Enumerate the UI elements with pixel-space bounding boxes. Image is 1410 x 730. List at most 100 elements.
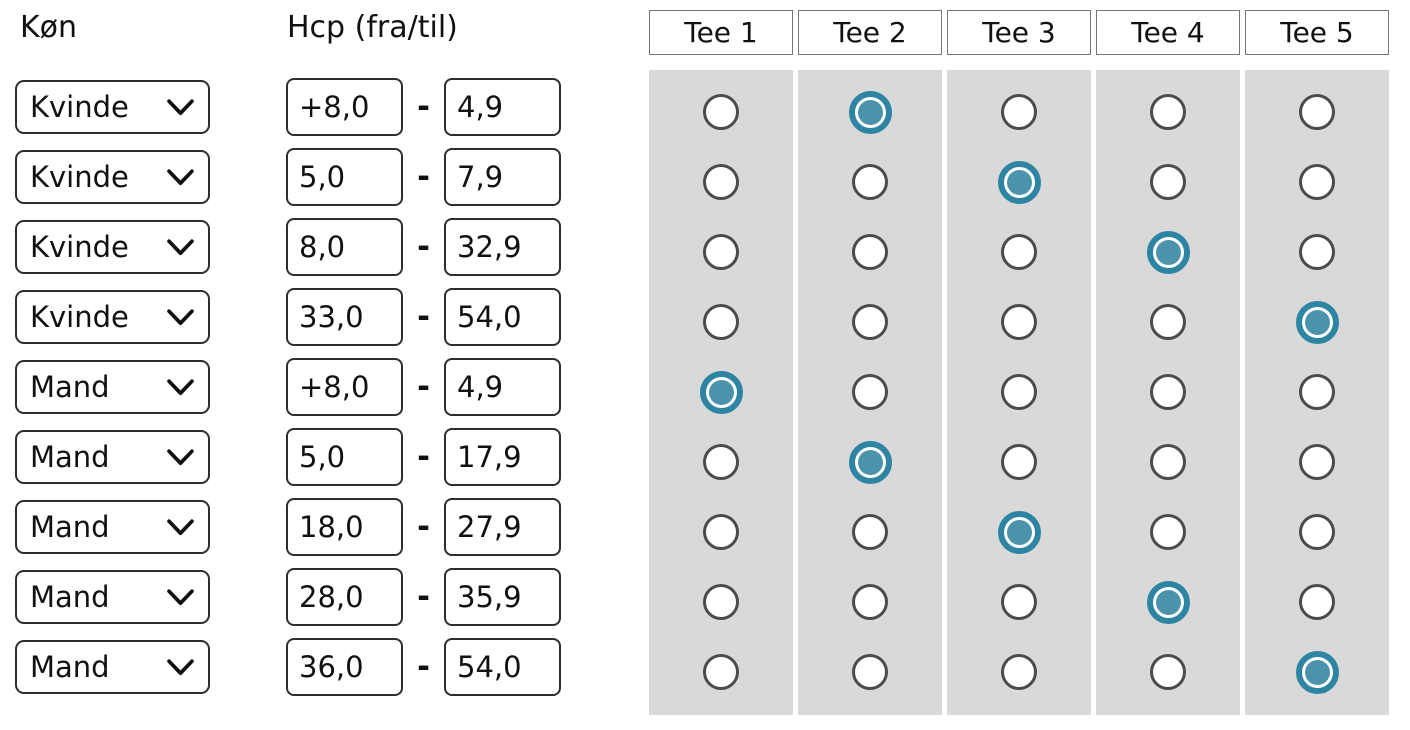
gender-select[interactable]: Mand bbox=[15, 500, 210, 554]
tee-radio[interactable] bbox=[703, 234, 739, 270]
tee-radio[interactable] bbox=[852, 234, 888, 270]
tee-radio[interactable] bbox=[852, 654, 888, 690]
hcp-range-row: - bbox=[286, 568, 561, 626]
tee-radio[interactable] bbox=[703, 164, 739, 200]
tee-radio[interactable] bbox=[1146, 230, 1190, 274]
hcp-from-input[interactable] bbox=[286, 358, 403, 416]
tee-radio[interactable] bbox=[703, 584, 739, 620]
tee-radio[interactable] bbox=[848, 440, 892, 484]
gender-select[interactable]: Kvinde bbox=[15, 80, 210, 134]
tee-radio[interactable] bbox=[1001, 234, 1037, 270]
hcp-range-separator: - bbox=[417, 299, 430, 335]
tee-column: Tee 5 bbox=[1245, 10, 1389, 715]
tee-radio-cell bbox=[947, 427, 1091, 497]
tee-radio[interactable] bbox=[1001, 584, 1037, 620]
tee-radio-cell bbox=[649, 77, 793, 147]
gender-select[interactable]: Kvinde bbox=[15, 150, 210, 204]
chevron-down-icon bbox=[167, 238, 194, 255]
gender-select[interactable]: Kvinde bbox=[15, 220, 210, 274]
gender-select[interactable]: Kvinde bbox=[15, 290, 210, 344]
tee-column-body bbox=[1245, 70, 1389, 715]
tee-radio[interactable] bbox=[1001, 444, 1037, 480]
hcp-range-row: - bbox=[286, 428, 561, 486]
tee-radio[interactable] bbox=[997, 510, 1041, 554]
hcp-from-input[interactable] bbox=[286, 428, 403, 486]
tee-radio[interactable] bbox=[1150, 444, 1186, 480]
gender-select[interactable]: Mand bbox=[15, 640, 210, 694]
hcp-from-input[interactable] bbox=[286, 568, 403, 626]
hcp-range-row: - bbox=[286, 638, 561, 696]
tee-radio[interactable] bbox=[1299, 584, 1335, 620]
hcp-to-input[interactable] bbox=[444, 148, 561, 206]
tee-radio[interactable] bbox=[1150, 514, 1186, 550]
hcp-from-input[interactable] bbox=[286, 148, 403, 206]
gender-select-value: Kvinde bbox=[30, 89, 129, 124]
tee-radio[interactable] bbox=[1299, 514, 1335, 550]
tee-radio[interactable] bbox=[852, 374, 888, 410]
hcp-to-input[interactable] bbox=[444, 428, 561, 486]
hcp-to-input[interactable] bbox=[444, 358, 561, 416]
tee-radio[interactable] bbox=[1001, 304, 1037, 340]
tee-radio[interactable] bbox=[1146, 580, 1190, 624]
tee-radio[interactable] bbox=[1150, 94, 1186, 130]
tee-radio[interactable] bbox=[1299, 94, 1335, 130]
tee-radio[interactable] bbox=[1299, 164, 1335, 200]
tee-radio-cell bbox=[798, 77, 942, 147]
tee-radio[interactable] bbox=[1001, 94, 1037, 130]
tee-radio[interactable] bbox=[1001, 374, 1037, 410]
tee-radio[interactable] bbox=[852, 584, 888, 620]
hcp-to-input[interactable] bbox=[444, 78, 561, 136]
tee-radio-cell bbox=[1096, 427, 1240, 497]
hcp-from-input[interactable] bbox=[286, 78, 403, 136]
tee-radio[interactable] bbox=[1299, 444, 1335, 480]
hcp-range-separator: - bbox=[417, 369, 430, 405]
tee-radio[interactable] bbox=[1150, 304, 1186, 340]
hcp-to-input[interactable] bbox=[444, 218, 561, 276]
tee-radio[interactable] bbox=[852, 514, 888, 550]
tee-radio-cell bbox=[649, 287, 793, 357]
gender-select[interactable]: Mand bbox=[15, 430, 210, 484]
tee-radio[interactable] bbox=[1001, 654, 1037, 690]
tee-column: Tee 2 bbox=[798, 10, 942, 715]
tee-radio[interactable] bbox=[703, 444, 739, 480]
tee-radio[interactable] bbox=[848, 90, 892, 134]
tee-radio[interactable] bbox=[703, 94, 739, 130]
gender-select[interactable]: Mand bbox=[15, 570, 210, 624]
hcp-from-input[interactable] bbox=[286, 498, 403, 556]
hcp-to-input[interactable] bbox=[444, 638, 561, 696]
tee-radio-cell bbox=[1096, 497, 1240, 567]
tee-radio-cell bbox=[947, 217, 1091, 287]
tee-radio[interactable] bbox=[1150, 374, 1186, 410]
tee-radio-cell bbox=[947, 637, 1091, 707]
tee-radio-cell bbox=[1096, 567, 1240, 637]
chevron-down-icon bbox=[167, 658, 194, 675]
tee-radio[interactable] bbox=[1295, 300, 1339, 344]
gender-select-value: Kvinde bbox=[30, 159, 129, 194]
tee-radio[interactable] bbox=[699, 370, 743, 414]
radio-dot bbox=[708, 379, 734, 405]
tee-radio[interactable] bbox=[703, 654, 739, 690]
tee-radio[interactable] bbox=[852, 164, 888, 200]
tee-radio-cell bbox=[649, 147, 793, 217]
radio-dot bbox=[857, 99, 883, 125]
hcp-from-input[interactable] bbox=[286, 218, 403, 276]
hcp-to-input[interactable] bbox=[444, 288, 561, 346]
hcp-from-input[interactable] bbox=[286, 288, 403, 346]
tee-radio[interactable] bbox=[1150, 164, 1186, 200]
chevron-down-icon bbox=[167, 378, 194, 395]
tee-radio[interactable] bbox=[1150, 654, 1186, 690]
tee-radio[interactable] bbox=[852, 304, 888, 340]
tee-radio[interactable] bbox=[1299, 234, 1335, 270]
tee-radio[interactable] bbox=[703, 514, 739, 550]
hcp-to-input[interactable] bbox=[444, 568, 561, 626]
gender-select[interactable]: Mand bbox=[15, 360, 210, 414]
tee-radio[interactable] bbox=[1299, 374, 1335, 410]
hcp-from-input[interactable] bbox=[286, 638, 403, 696]
gender-select-value: Kvinde bbox=[30, 299, 129, 334]
tee-radio[interactable] bbox=[997, 160, 1041, 204]
tee-radio[interactable] bbox=[1295, 650, 1339, 694]
tee-radio-cell bbox=[947, 287, 1091, 357]
tee-radio[interactable] bbox=[703, 304, 739, 340]
hcp-to-input[interactable] bbox=[444, 498, 561, 556]
